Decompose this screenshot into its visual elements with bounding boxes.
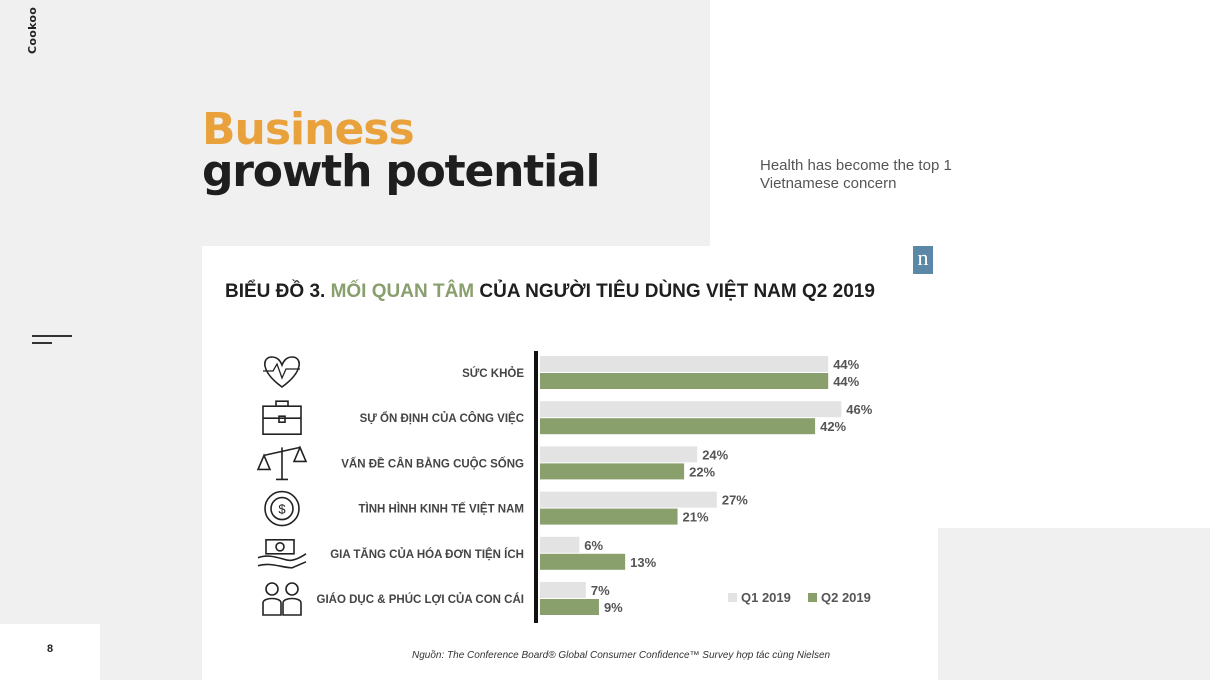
bar-q1-2019 bbox=[540, 446, 698, 463]
bar-q2-2019 bbox=[540, 373, 829, 389]
side-description: Health has become the top 1 Vietnamese c… bbox=[760, 157, 952, 192]
hand-bill-icon bbox=[257, 538, 307, 569]
data-label: 6% bbox=[584, 538, 603, 553]
money-cycle-icon: $ bbox=[264, 490, 300, 527]
svg-text:$: $ bbox=[278, 502, 286, 517]
data-label: 7% bbox=[591, 583, 610, 598]
menu-icon[interactable] bbox=[32, 335, 72, 344]
category-label: GIA TĂNG CỦA HÓA ĐƠN TIỆN ÍCH bbox=[330, 548, 524, 561]
chart-source: Nguồn: The Conference Board® Global Cons… bbox=[412, 650, 831, 661]
page-title-line2: growth potential bbox=[202, 146, 601, 197]
y-axis-line bbox=[534, 351, 538, 623]
bar-q1-2019 bbox=[540, 491, 717, 508]
data-label: 42% bbox=[820, 419, 846, 434]
bar-q2-2019 bbox=[540, 418, 816, 435]
chart-title: BIỂU ĐỒ 3. MỐI QUAN TÂM CỦA NGƯỜI TIÊU D… bbox=[225, 281, 875, 303]
bar-q1-2019 bbox=[540, 401, 842, 418]
data-label: 13% bbox=[630, 555, 656, 570]
data-label: 21% bbox=[683, 510, 709, 525]
data-label: 24% bbox=[702, 447, 728, 462]
category-label: GIÁO DỤC & PHÚC LỢI CỦA CON CÁI bbox=[317, 593, 524, 606]
category-label: SỰ ỔN ĐỊNH CỦA CÔNG VIỆC bbox=[360, 412, 524, 425]
chart-title-highlight: MỐI QUAN TÂM bbox=[330, 281, 475, 302]
category-label: SỨC KHỎE bbox=[462, 367, 524, 380]
bar-q2-2019 bbox=[540, 463, 685, 480]
data-label: 44% bbox=[833, 374, 859, 389]
data-label: 44% bbox=[833, 357, 859, 372]
page-number: 8 bbox=[46, 643, 54, 655]
category-label: TÌNH HÌNH KINH TẾ VIỆT NAM bbox=[359, 503, 524, 516]
data-label: 9% bbox=[604, 600, 623, 615]
children-icon bbox=[262, 582, 302, 616]
bar-q2-2019 bbox=[540, 508, 678, 525]
category-label: VẤN ĐỀ CÂN BẰNG CUỘC SỐNG bbox=[341, 456, 524, 470]
bar-q1-2019 bbox=[540, 356, 829, 372]
legend-label: Q1 2019 bbox=[741, 590, 791, 605]
bar-q2-2019 bbox=[540, 553, 626, 570]
bar-q1-2019 bbox=[540, 582, 586, 598]
page-number-box bbox=[0, 624, 100, 680]
briefcase-icon bbox=[262, 400, 302, 435]
balance-scale-icon bbox=[256, 445, 308, 481]
chart-title-prefix: BIỂU ĐỒ 3. bbox=[225, 281, 331, 302]
data-label: 27% bbox=[722, 493, 748, 508]
brand-logo: Cookoo bbox=[26, 6, 39, 54]
chart-title-suffix: CỦA NGƯỜI TIÊU DÙNG VIỆT NAM Q2 2019 bbox=[474, 281, 875, 302]
nielsen-logo: n bbox=[913, 246, 933, 274]
bar-q1-2019 bbox=[540, 536, 580, 553]
data-label: 46% bbox=[846, 402, 872, 417]
legend-swatch bbox=[728, 593, 737, 602]
legend-swatch bbox=[808, 593, 817, 602]
page-title-line1: Business bbox=[202, 104, 415, 155]
data-label: 22% bbox=[689, 464, 715, 479]
heart-pulse-icon bbox=[263, 356, 300, 388]
bar-chart: SỨC KHỎE 44% 44% SỰ ỔN ĐỊNH CỦA CÔNG VIỆC 46… bbox=[256, 351, 873, 623]
legend-label: Q2 2019 bbox=[821, 590, 871, 605]
bar-q2-2019 bbox=[540, 599, 599, 615]
